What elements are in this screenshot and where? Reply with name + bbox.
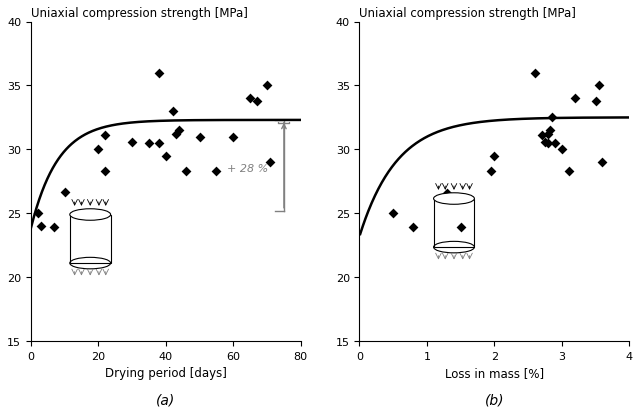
Point [570, 96, 580, 102]
Point [49, 224, 60, 231]
Point [60, 189, 70, 195]
Text: (a): (a) [156, 392, 175, 406]
Text: Uniaxial compression strength [MPa]: Uniaxial compression strength [MPa] [31, 7, 248, 20]
Point [564, 169, 574, 175]
Point [486, 169, 496, 175]
Point [100, 133, 110, 139]
Point [211, 169, 221, 175]
X-axis label: Loss in mass [%]: Loss in mass [%] [445, 366, 544, 380]
Text: (b): (b) [484, 392, 504, 406]
Point [536, 133, 547, 139]
Point [127, 139, 137, 146]
Point [490, 153, 500, 160]
Point [154, 140, 164, 147]
Point [545, 128, 555, 134]
Point [543, 131, 554, 138]
Point [594, 83, 604, 90]
Point [100, 169, 110, 175]
Text: + 28 %: + 28 % [227, 164, 268, 174]
Point [388, 210, 398, 217]
Point [161, 153, 171, 160]
Point [195, 134, 205, 140]
Point [262, 83, 272, 90]
Point [550, 140, 561, 147]
Point [181, 169, 191, 175]
Point [36, 223, 46, 230]
Text: Uniaxial compression strength [MPa]: Uniaxial compression strength [MPa] [360, 7, 577, 20]
Point [168, 108, 178, 115]
Point [557, 147, 567, 153]
Point [408, 224, 419, 231]
Point [144, 140, 154, 147]
Point [245, 96, 255, 102]
Point [93, 147, 104, 153]
Point [597, 159, 607, 166]
Point [540, 139, 550, 146]
Point [252, 98, 262, 105]
Point [154, 70, 164, 77]
Point [591, 98, 601, 105]
Point [266, 159, 276, 166]
Point [442, 190, 452, 197]
Point [456, 224, 466, 231]
Point [33, 210, 43, 217]
Point [171, 131, 181, 138]
Point [174, 128, 184, 134]
Point [530, 70, 540, 77]
Point [228, 134, 239, 140]
Point [547, 115, 557, 121]
X-axis label: Drying period [days]: Drying period [days] [105, 366, 227, 380]
Point [543, 140, 554, 147]
